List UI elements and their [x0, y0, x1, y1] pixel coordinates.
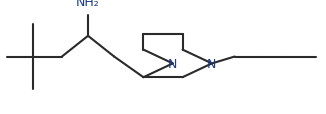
- Text: NH₂: NH₂: [76, 0, 100, 9]
- Text: N: N: [207, 58, 216, 71]
- Text: N: N: [168, 58, 177, 71]
